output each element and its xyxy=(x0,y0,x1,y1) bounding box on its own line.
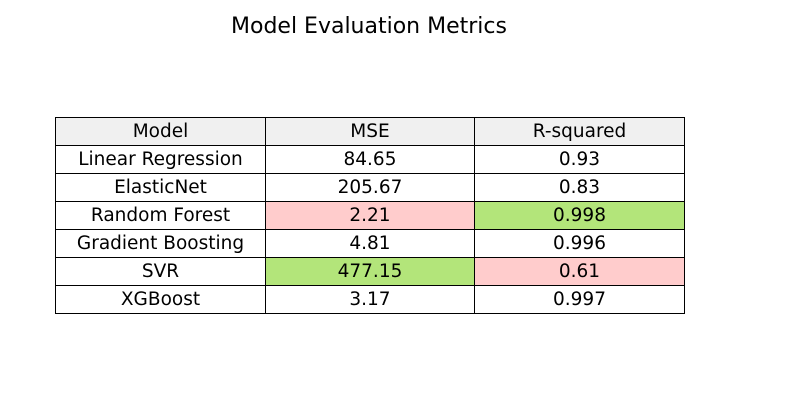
cell-r-squared: 0.998 xyxy=(474,201,685,230)
header-row: Model MSE R-squared xyxy=(55,117,685,146)
table-row: SVR 477.15 0.61 xyxy=(55,257,685,286)
cell-model: Linear Regression xyxy=(55,145,266,174)
cell-model: XGBoost xyxy=(55,285,266,314)
chart-title: Model Evaluation Metrics xyxy=(231,14,507,39)
cell-r-squared: 0.93 xyxy=(474,145,685,174)
cell-mse: 205.67 xyxy=(265,173,475,202)
table-row: ElasticNet 205.67 0.83 xyxy=(55,173,685,202)
cell-mse: 4.81 xyxy=(265,229,475,258)
cell-model: ElasticNet xyxy=(55,173,266,202)
table-header: Model MSE R-squared xyxy=(55,117,685,146)
table-body: Linear Regression 84.65 0.93 ElasticNet … xyxy=(55,145,685,314)
cell-r-squared: 0.997 xyxy=(474,285,685,314)
header-mse: MSE xyxy=(265,117,475,146)
table-row: Gradient Boosting 4.81 0.996 xyxy=(55,229,685,258)
cell-r-squared: 0.61 xyxy=(474,257,685,286)
cell-mse: 84.65 xyxy=(265,145,475,174)
header-model: Model xyxy=(55,117,266,146)
cell-mse: 2.21 xyxy=(265,201,475,230)
table-row: Random Forest 2.21 0.998 xyxy=(55,201,685,230)
header-r-squared: R-squared xyxy=(474,117,685,146)
cell-model: Random Forest xyxy=(55,201,266,230)
metrics-table: Model MSE R-squared Linear Regression 84… xyxy=(55,117,685,314)
cell-mse: 3.17 xyxy=(265,285,475,314)
cell-model: SVR xyxy=(55,257,266,286)
cell-r-squared: 0.83 xyxy=(474,173,685,202)
cell-r-squared: 0.996 xyxy=(474,229,685,258)
cell-model: Gradient Boosting xyxy=(55,229,266,258)
table-row: Linear Regression 84.65 0.93 xyxy=(55,145,685,174)
table-row: XGBoost 3.17 0.997 xyxy=(55,285,685,314)
cell-mse: 477.15 xyxy=(265,257,475,286)
